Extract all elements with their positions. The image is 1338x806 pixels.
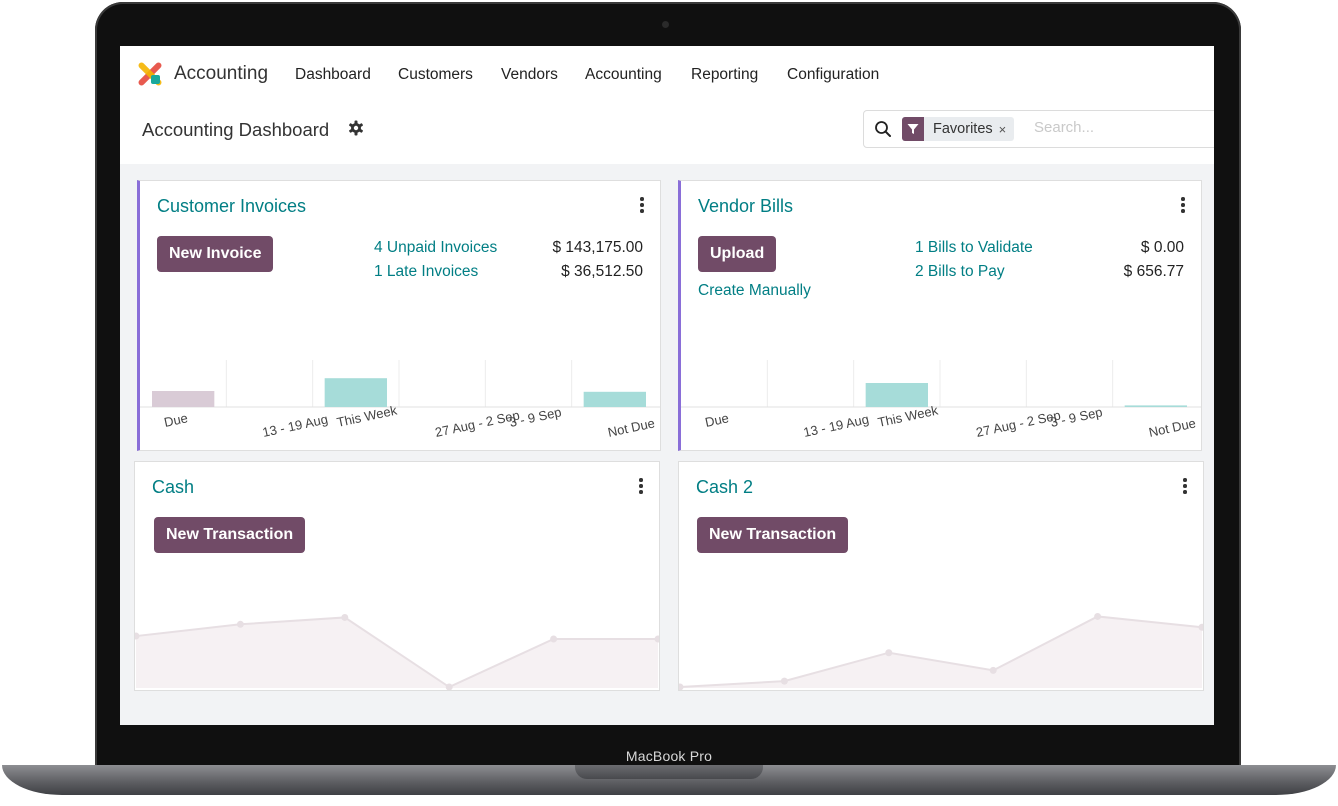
late-invoices-amount: $ 36,512.50: [561, 263, 643, 280]
facet-label: Favorites: [933, 121, 993, 137]
gear-icon[interactable]: [348, 120, 364, 136]
top-navbar: Accounting Dashboard Customers Vendors A…: [120, 46, 1214, 103]
unpaid-invoices-link[interactable]: 4 Unpaid Invoices: [374, 239, 498, 256]
more-options-icon[interactable]: [640, 197, 644, 213]
cash-chart[interactable]: [135, 580, 659, 690]
chart-tick-label: Due: [163, 410, 189, 430]
chart-line: [679, 615, 1203, 689]
search-input[interactable]: [1032, 118, 1214, 137]
nav-customers[interactable]: Customers: [398, 66, 473, 83]
accounting-app-icon[interactable]: [138, 62, 162, 86]
bills-to-validate-amount: $ 0.00: [1140, 239, 1184, 256]
chart-point: [341, 613, 349, 621]
cash-2-card: Cash 2 New Transaction: [678, 461, 1204, 691]
upload-button[interactable]: Upload: [698, 236, 777, 272]
card-title[interactable]: Cash: [152, 477, 195, 497]
camera: [662, 21, 669, 28]
chart-tick-label: Due: [704, 410, 730, 430]
card-title[interactable]: Cash 2: [696, 477, 754, 497]
laptop-notch: [575, 765, 763, 779]
nav-reporting[interactable]: Reporting: [691, 66, 759, 83]
page-title: Accounting Dashboard: [142, 119, 330, 140]
search-bar: Favorites ×: [863, 110, 1214, 148]
late-invoices-link[interactable]: 1 Late Invoices: [374, 263, 479, 280]
vendor-bills-card: Vendor Bills Upload Create Manually 1 Bi…: [678, 180, 1202, 451]
chart-bar: [583, 391, 646, 407]
chart-point: [654, 635, 659, 643]
bills-to-validate-link[interactable]: 1 Bills to Validate: [915, 239, 1033, 256]
nav-configuration[interactable]: Configuration: [787, 66, 880, 83]
chart-bar: [152, 391, 215, 407]
chart-tick-label: 13 - 19 Aug: [261, 411, 329, 439]
chart-line: [135, 616, 658, 689]
dashboard-content: Customer Invoices New Invoice 4 Unpaid I…: [120, 164, 1214, 725]
create-manually-link[interactable]: Create Manually: [698, 282, 811, 299]
chart-tick-label: 27 Aug - 2 Sep: [975, 407, 1062, 440]
bills-to-pay-link[interactable]: 2 Bills to Pay: [915, 263, 1005, 280]
chart-point: [236, 620, 244, 628]
new-transaction-button[interactable]: New Transaction: [697, 517, 849, 553]
chart-point: [989, 666, 997, 674]
device-label: MacBook Pro: [625, 748, 713, 764]
new-invoice-button[interactable]: New Invoice: [157, 236, 274, 272]
chart-point: [1094, 612, 1102, 620]
customer-invoices-card: Customer Invoices New Invoice 4 Unpaid I…: [137, 180, 661, 451]
chart-tick-label: Not Due: [606, 415, 656, 440]
chart-bar: [865, 383, 928, 407]
bills-to-pay-amount: $ 656.77: [1123, 263, 1184, 280]
chart-point: [550, 635, 558, 643]
chart-area: [680, 616, 1202, 688]
search-facet: Favorites ×: [902, 117, 1015, 141]
card-title[interactable]: Vendor Bills: [698, 196, 794, 216]
chart-point: [1198, 623, 1203, 631]
facet-remove-icon[interactable]: ×: [998, 121, 1007, 137]
chart-tick-label: 13 - 19 Aug: [802, 411, 870, 439]
nav-dashboard[interactable]: Dashboard: [295, 66, 371, 83]
chart-point: [885, 649, 893, 657]
chart-tick-label: 27 Aug - 2 Sep: [434, 407, 521, 440]
screen: Accounting Dashboard Customers Vendors A…: [120, 46, 1214, 725]
nav-accounting[interactable]: Accounting: [585, 66, 662, 83]
chart-bar: [324, 378, 387, 407]
card-title[interactable]: Customer Invoices: [157, 196, 307, 216]
chart-point: [445, 683, 453, 690]
new-transaction-button[interactable]: New Transaction: [154, 517, 306, 553]
nav-vendors[interactable]: Vendors: [501, 66, 558, 83]
cash-2-chart[interactable]: [679, 580, 1203, 690]
more-options-icon[interactable]: [639, 478, 643, 494]
chart-point: [780, 677, 788, 685]
app-name[interactable]: Accounting: [174, 63, 269, 84]
unpaid-invoices-amount: $ 143,175.00: [552, 239, 643, 256]
search-icon[interactable]: [874, 120, 892, 138]
chart-point: [679, 683, 684, 690]
cash-card: Cash New Transaction: [134, 461, 660, 691]
chart-bar: [1124, 405, 1187, 407]
filter-icon: [902, 117, 924, 141]
chart-point: [135, 632, 140, 640]
more-options-icon[interactable]: [1183, 478, 1187, 494]
more-options-icon[interactable]: [1181, 197, 1185, 213]
chart-tick-label: Not Due: [1147, 415, 1197, 440]
control-panel: Accounting Dashboard Favorites ×: [120, 102, 1214, 165]
